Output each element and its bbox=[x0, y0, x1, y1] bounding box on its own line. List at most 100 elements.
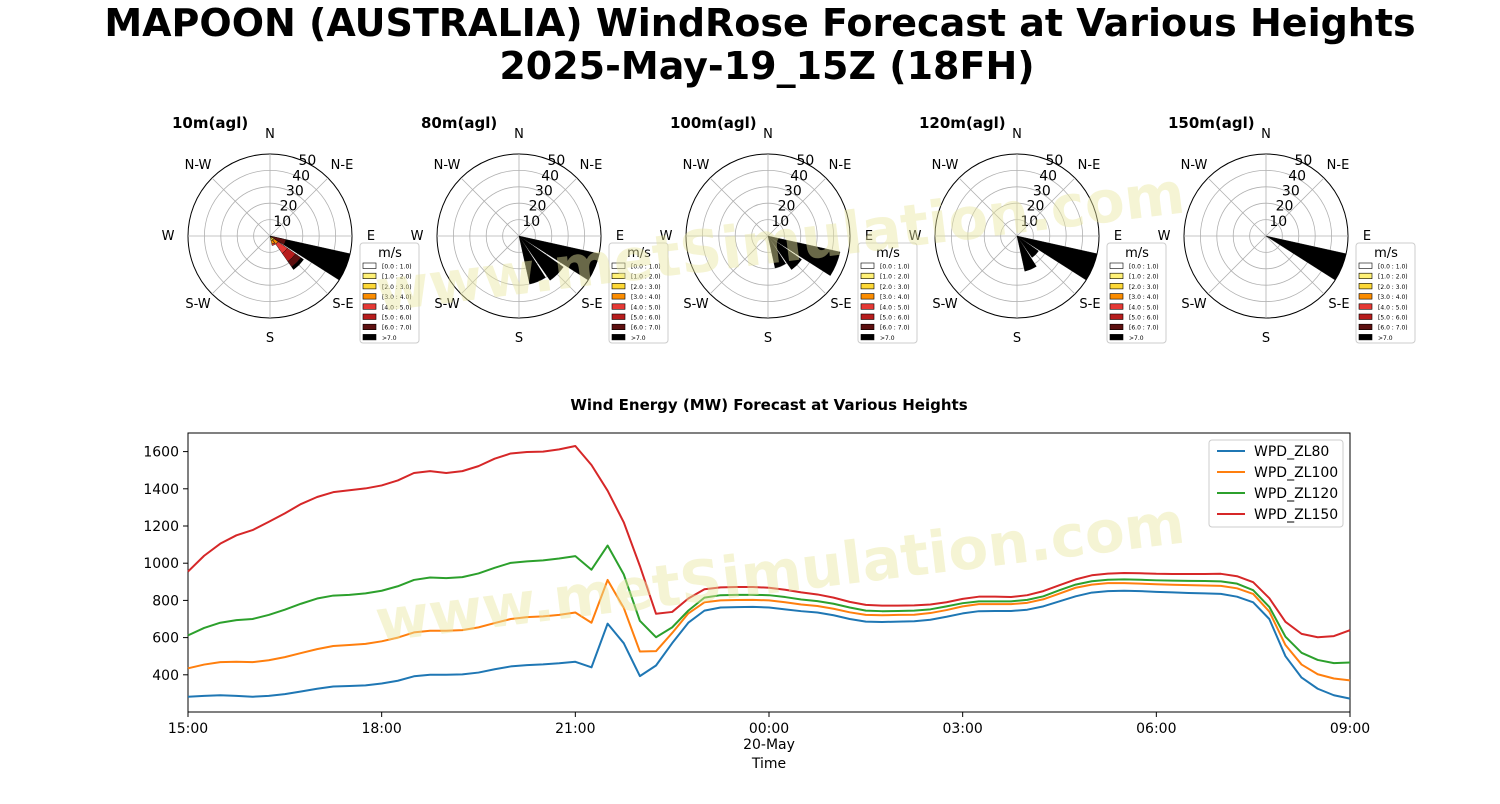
windrose-direction-label: E bbox=[367, 229, 375, 244]
windrose-grid-spoke bbox=[460, 177, 520, 237]
x-tick-label: 15:00 bbox=[168, 721, 208, 737]
windrose-radial-tick-label: 20 bbox=[1276, 199, 1294, 215]
windrose-legend-swatch bbox=[1109, 334, 1124, 341]
windrose-petal bbox=[518, 235, 564, 281]
windrose-radial-tick-label: 30 bbox=[286, 184, 304, 200]
windrose-petal bbox=[518, 235, 600, 281]
series-line-wpd_zl120 bbox=[187, 544, 1351, 665]
windrose-radial-tick-label: 50 bbox=[298, 153, 316, 169]
windrose-legend-swatch bbox=[860, 334, 875, 341]
legend-label: WPD_ZL100 bbox=[1254, 465, 1338, 481]
windrose-legend-swatch bbox=[611, 272, 626, 280]
windrose-radial-tick-label: 10 bbox=[1269, 214, 1287, 230]
windrose-legend-swatch bbox=[611, 283, 626, 290]
windrose-legend-label: [1.0 : 2.0) bbox=[631, 274, 661, 281]
windrose-grid-spoke bbox=[958, 177, 1018, 237]
windrose-legend-label: [1.0 : 2.0) bbox=[382, 274, 412, 281]
windrose-title: 80m(agl) bbox=[421, 114, 497, 132]
windrose-legend-title: m/s bbox=[876, 246, 900, 261]
windrose-legend-label: [0.0 : 1.0) bbox=[1129, 264, 1159, 271]
legend-box bbox=[1208, 439, 1344, 528]
windrose-grid-spoke bbox=[518, 177, 578, 237]
windrose-legend-swatch bbox=[611, 303, 626, 310]
windrose-legend-title: m/s bbox=[1125, 246, 1149, 261]
windrose-legend-swatch bbox=[362, 313, 377, 320]
windrose-legend-swatch bbox=[1358, 323, 1373, 331]
windrose-legend-swatch bbox=[362, 303, 377, 310]
windrose-radial-tick-label: 30 bbox=[1033, 184, 1051, 200]
windrose-legend-label: [5.0 : 6.0) bbox=[382, 315, 412, 322]
windrose-legend-label: [5.0 : 6.0) bbox=[1129, 315, 1159, 322]
windrose-radial-tick-label: 30 bbox=[784, 184, 802, 200]
wind-energy-line-chart: Wind Energy (MW) Forecast at Various Hei… bbox=[143, 396, 1370, 772]
windrose-radial-tick-label: 20 bbox=[280, 199, 298, 215]
windrose-direction-label: S-E bbox=[830, 297, 851, 312]
windrose-direction-label: S bbox=[764, 331, 772, 346]
windrose-direction-label: W bbox=[909, 229, 922, 244]
windrose-legend-label: [2.0 : 3.0) bbox=[631, 284, 661, 291]
windrose-legend-label: [4.0 : 5.0) bbox=[1129, 304, 1159, 311]
windrose-petal bbox=[271, 242, 276, 246]
windrose-legend-swatch bbox=[611, 293, 626, 300]
windrose-petal bbox=[518, 235, 546, 285]
windrose-direction-label: N-W bbox=[932, 158, 959, 173]
windrose-grid-spoke bbox=[1207, 177, 1267, 237]
windrose-legend-swatch bbox=[860, 262, 875, 269]
windrose-title: 150m(agl) bbox=[1168, 114, 1255, 132]
y-tick-label: 1200 bbox=[143, 519, 179, 535]
windrose-grid-spoke bbox=[767, 177, 827, 237]
windrose-petal bbox=[767, 235, 841, 276]
windrose-direction-label: S-E bbox=[1079, 297, 1100, 312]
windrose-grid-spoke bbox=[709, 235, 769, 295]
windrose-legend-swatch bbox=[1109, 283, 1124, 290]
windrose-radial-tick-label: 10 bbox=[771, 214, 789, 230]
windrose-radial-tick-label: 10 bbox=[1020, 214, 1038, 230]
windrose-petal bbox=[767, 235, 786, 269]
windrose-legend-swatch bbox=[1358, 272, 1373, 280]
windrose-legend-label: [2.0 : 3.0) bbox=[880, 284, 910, 291]
windrose-direction-label: S bbox=[1262, 331, 1270, 346]
windrose-legend-swatch bbox=[611, 313, 626, 320]
windrose-legend-label: [6.0 : 7.0) bbox=[382, 325, 412, 332]
x-tick-label: 18:00 bbox=[361, 721, 401, 737]
windrose-legend-swatch bbox=[1109, 272, 1124, 280]
windrose-legend-swatch bbox=[860, 313, 875, 320]
windrose-legend-label: [3.0 : 4.0) bbox=[1378, 294, 1408, 301]
windrose-direction-label: E bbox=[616, 229, 624, 244]
windrose-legend-swatch bbox=[611, 262, 626, 269]
windrose-legend-swatch bbox=[362, 283, 377, 290]
windrose-legend-label: >7.0 bbox=[631, 335, 646, 342]
windrose-radial-tick-label: 20 bbox=[529, 199, 547, 215]
windrose-legend-label: [0.0 : 1.0) bbox=[1378, 264, 1408, 271]
windrose-petal bbox=[1265, 235, 1347, 281]
line-chart-series bbox=[187, 445, 1351, 700]
windrose-direction-label: N-E bbox=[829, 158, 852, 173]
x-tick-label: 00:00 bbox=[749, 721, 789, 737]
windrose-petal bbox=[1016, 235, 1039, 258]
windrose-legend-label: [0.0 : 1.0) bbox=[631, 264, 661, 271]
windrose-legend-swatch bbox=[1358, 313, 1373, 320]
windrose-direction-label: S-W bbox=[932, 297, 957, 312]
windrose-legend-swatch bbox=[1358, 334, 1373, 341]
windrose-radial-tick-label: 40 bbox=[541, 168, 559, 184]
windrose-legend-swatch bbox=[1109, 313, 1124, 320]
windrose-legend-label: [6.0 : 7.0) bbox=[1378, 325, 1408, 332]
windrose-direction-label: W bbox=[411, 229, 424, 244]
windrose-radial-tick-label: 10 bbox=[522, 214, 540, 230]
windrose-legend-title: m/s bbox=[1374, 246, 1398, 261]
windrose-legend-swatch bbox=[1109, 262, 1124, 269]
windrose-direction-label: S bbox=[266, 331, 274, 346]
windrose-direction-label: N-W bbox=[1181, 158, 1208, 173]
windrose-legend-label: [4.0 : 5.0) bbox=[382, 304, 412, 311]
windrose-panels: 10m(agl)1020304050NN-EES-ESS-WWN-Wm/s[0.… bbox=[162, 114, 1416, 346]
y-tick-label: 400 bbox=[152, 668, 179, 684]
windrose-legend-label: >7.0 bbox=[382, 335, 397, 342]
windrose-radial-tick-label: 50 bbox=[547, 153, 565, 169]
windrose-legend-label: [0.0 : 1.0) bbox=[382, 264, 412, 271]
windrose-grid-spoke bbox=[1207, 235, 1267, 295]
series-line-wpd_zl80 bbox=[187, 589, 1351, 700]
x-tick-label: 21:00 bbox=[555, 721, 595, 737]
